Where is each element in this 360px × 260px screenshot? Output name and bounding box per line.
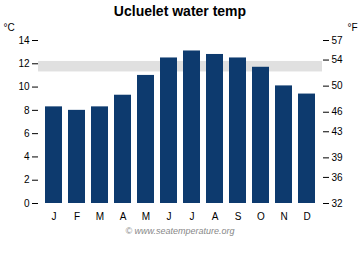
svg-text:0: 0 bbox=[24, 198, 30, 209]
svg-text:M: M bbox=[142, 211, 150, 222]
svg-text:10: 10 bbox=[18, 81, 30, 92]
svg-text:43: 43 bbox=[332, 126, 344, 137]
svg-text:N: N bbox=[280, 211, 287, 222]
svg-text:57: 57 bbox=[332, 35, 344, 46]
html-text:© www.seatemperature.org: © www.seatemperature.org bbox=[125, 226, 235, 236]
svg-text:46: 46 bbox=[332, 106, 344, 117]
svg-text:J: J bbox=[52, 211, 57, 222]
svg-text:32: 32 bbox=[332, 198, 344, 209]
svg-text:50: 50 bbox=[332, 80, 344, 91]
svg-text:D: D bbox=[303, 211, 310, 222]
svg-text:A: A bbox=[212, 211, 219, 222]
svg-text:2: 2 bbox=[24, 174, 30, 185]
svg-text:°C: °C bbox=[4, 22, 15, 33]
svg-text:F: F bbox=[74, 211, 80, 222]
svg-text:39: 39 bbox=[332, 152, 344, 163]
svg-text:4: 4 bbox=[24, 151, 30, 162]
svg-text:J: J bbox=[167, 211, 172, 222]
svg-text:°F: °F bbox=[347, 22, 357, 33]
svg-text:36: 36 bbox=[332, 172, 344, 183]
svg-text:O: O bbox=[257, 211, 265, 222]
svg-text:S: S bbox=[235, 211, 242, 222]
svg-text:6: 6 bbox=[24, 128, 30, 139]
svg-text:M: M bbox=[96, 211, 104, 222]
svg-text:14: 14 bbox=[18, 35, 30, 46]
svg-text:A: A bbox=[120, 211, 127, 222]
svg-text:54: 54 bbox=[332, 54, 344, 65]
html-text:Ucluelet water temp: Ucluelet water temp bbox=[113, 3, 247, 19]
svg-text:12: 12 bbox=[18, 58, 30, 69]
svg-text:8: 8 bbox=[24, 105, 30, 116]
svg-text:J: J bbox=[190, 211, 195, 222]
